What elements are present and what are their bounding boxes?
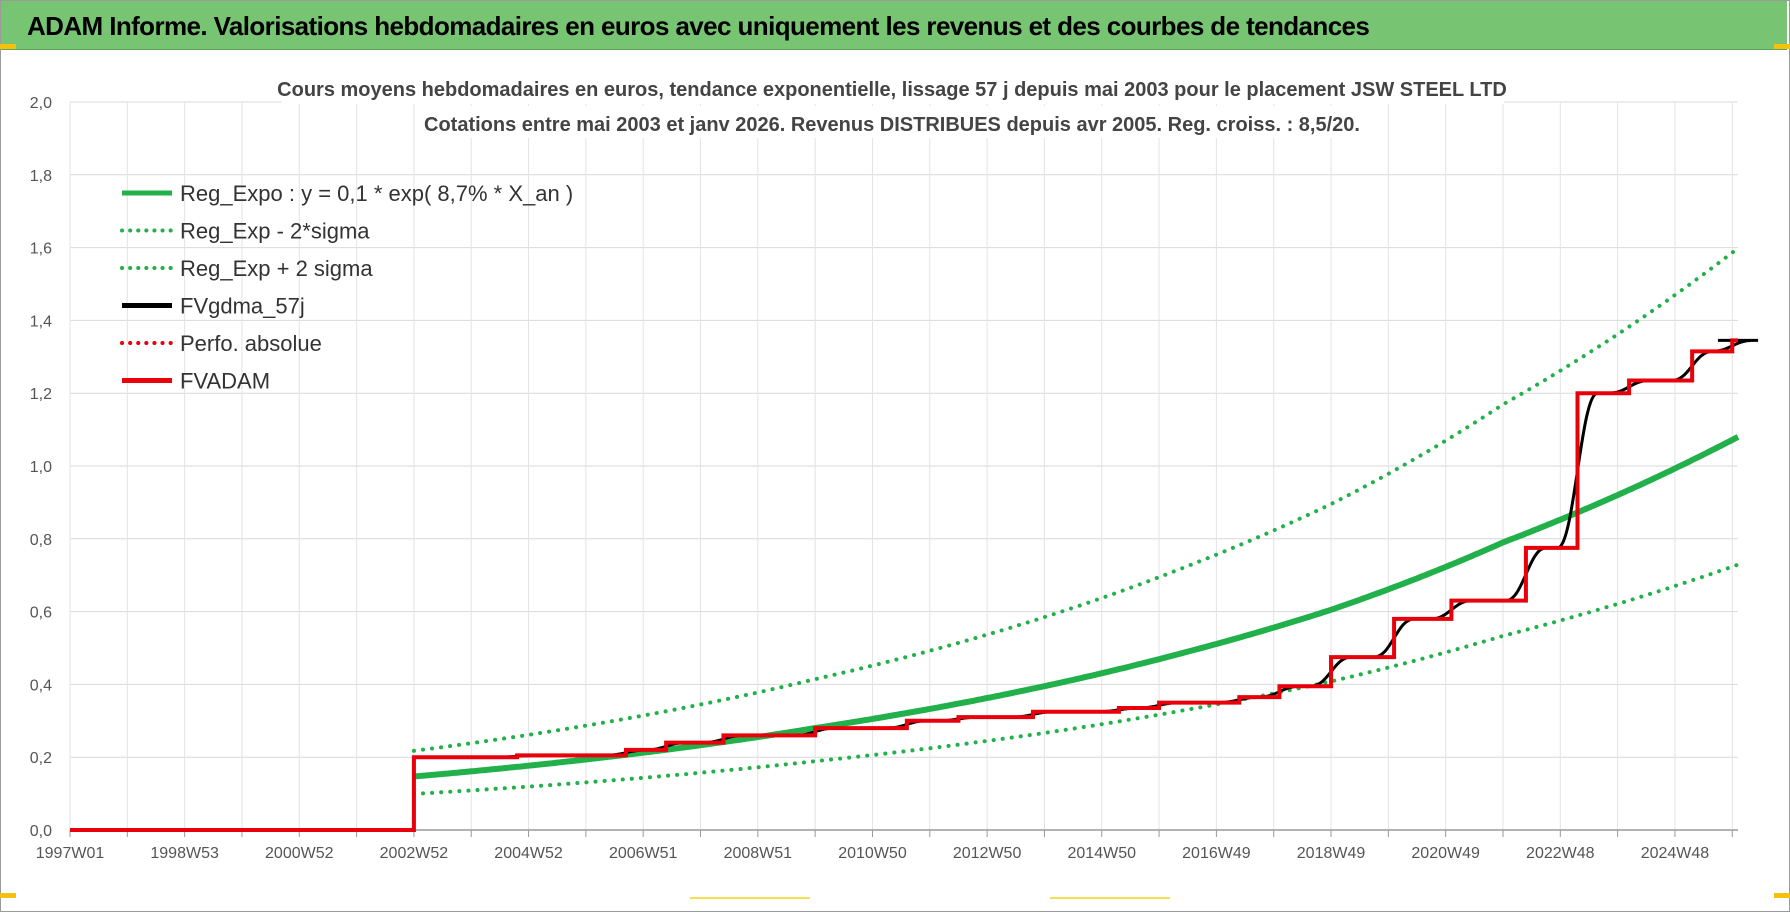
x-axis-ticks: 1997W01 1998W53 2000W52 2002W52 2004W52 2006W…: [36, 845, 1710, 862]
title-banner: ADAM Informe. Valorisations hebdomadaire…: [1, 1, 1787, 50]
corner-marker-tr: [1774, 44, 1790, 49]
chart-title-line-1: Cours moyens hebdomadaires en euros, ten…: [277, 79, 1507, 101]
x-tick-label: 2000W52: [265, 845, 334, 862]
corner-marker-br: [1774, 893, 1790, 898]
legend-label: Perfo. absolue: [180, 331, 322, 356]
selection-marker-2: [1050, 897, 1170, 899]
x-tick-label: 2004W52: [494, 845, 563, 862]
legend-label: Reg_Exp - 2*sigma: [180, 219, 370, 244]
legend-label: FVgdma_57j: [180, 294, 305, 319]
y-tick-label: 0,8: [30, 532, 52, 549]
x-tick-label: 2018W49: [1297, 845, 1366, 862]
legend-label: Reg_Exp + 2 sigma: [180, 256, 373, 281]
x-tick-label: 2006W51: [609, 845, 678, 862]
x-tick-label: 2010W50: [838, 845, 907, 862]
y-tick-label: 0,0: [30, 823, 52, 840]
x-tick-label: 2016W49: [1182, 845, 1251, 862]
chart-title-line-2: Cotations entre mai 2003 et janv 2026. R…: [424, 114, 1360, 136]
x-tick-label: 2012W50: [953, 845, 1022, 862]
legend-label: FVADAM: [180, 369, 270, 394]
selection-marker-1: [690, 897, 810, 899]
x-tick-label: 2008W51: [724, 845, 793, 862]
y-tick-label: 1,6: [30, 241, 52, 258]
series-line: [70, 338, 1738, 832]
x-tick-label: 1998W53: [150, 845, 219, 862]
series-line: [411, 246, 1740, 753]
corner-marker-bl: [0, 893, 16, 898]
x-tick-label: 2024W48: [1641, 845, 1710, 862]
y-tick-label: 2,0: [30, 95, 52, 112]
x-tick-label: 2014W50: [1068, 845, 1137, 862]
banner-title: ADAM Informe. Valorisations hebdomadaire…: [27, 11, 1370, 41]
y-tick-label: 0,4: [30, 677, 52, 694]
series-line: [413, 434, 1740, 780]
x-tick-label: 2020W49: [1411, 845, 1480, 862]
x-tick-label: 2022W48: [1526, 845, 1595, 862]
series-group: [70, 246, 1759, 832]
y-axis-ticks: 0,0 0,2 0,4 0,6 0,8 1,0 1,2 1,4 1,6 1,8 2,0: [30, 95, 52, 840]
y-tick-label: 0,2: [30, 750, 52, 767]
corner-marker-tl: [0, 44, 16, 49]
series-line: [411, 562, 1740, 796]
legend-label: Reg_Expo : y = 0,1 * exp( 8,7% * X_an ): [180, 181, 573, 206]
y-tick-label: 1,4: [30, 313, 52, 330]
chart-title: Cours moyens hebdomadaires en euros, ten…: [277, 72, 1507, 138]
series-line: [70, 338, 1759, 832]
y-tick-label: 1,2: [30, 386, 52, 403]
legend: Reg_Expo : y = 0,1 * exp( 8,7% * X_an ) R…: [120, 181, 573, 394]
y-tick-label: 1,0: [30, 459, 52, 476]
x-tick-label: 2002W52: [380, 845, 449, 862]
y-tick-label: 0,6: [30, 605, 52, 622]
x-tick-label: 1997W01: [36, 845, 105, 862]
y-tick-label: 1,8: [30, 168, 52, 185]
